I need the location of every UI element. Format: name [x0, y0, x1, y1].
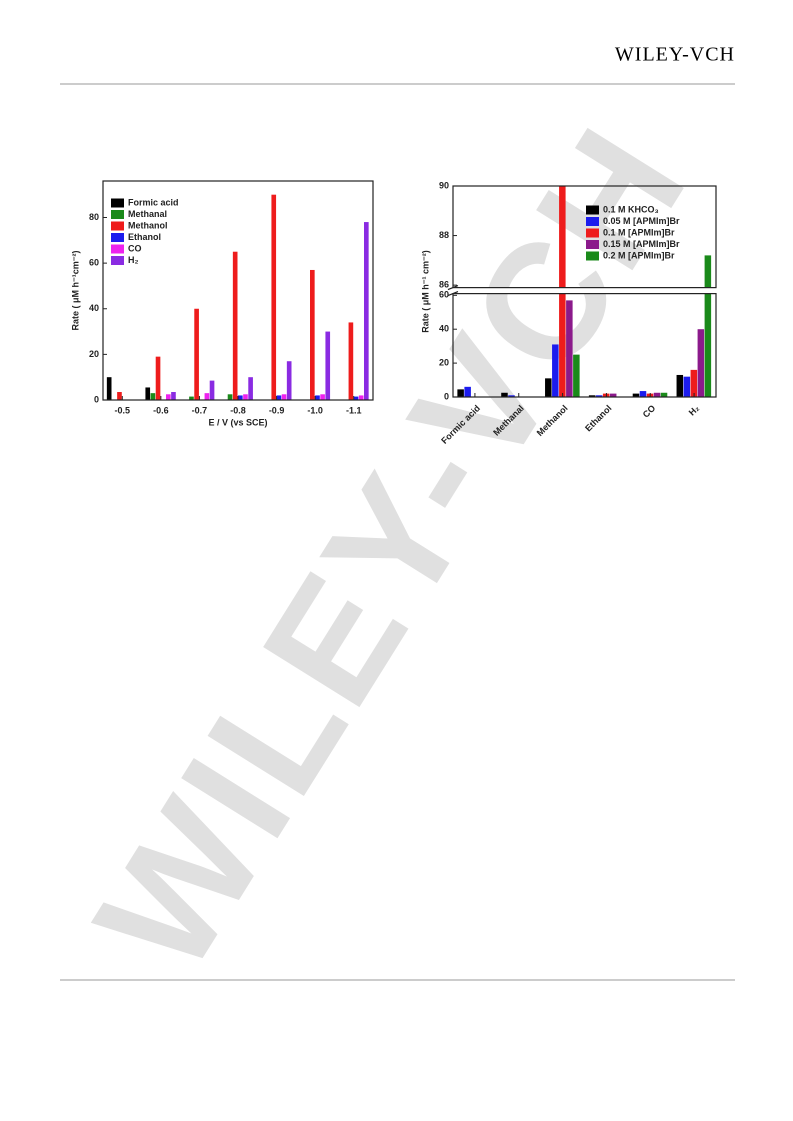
legend-swatch — [586, 205, 599, 215]
publisher: WILEY-VCH — [615, 44, 735, 66]
y-tick-label: 40 — [89, 303, 99, 313]
legend-swatch — [586, 240, 599, 249]
y-axis-label: Rate ( μM h⁻¹cm⁻²) — [70, 250, 80, 330]
bar — [573, 354, 580, 397]
y-tick-label: 80 — [89, 212, 99, 222]
bar — [238, 395, 243, 400]
bar — [660, 392, 668, 397]
bar — [325, 331, 331, 400]
bar — [286, 361, 292, 400]
bar — [232, 251, 238, 400]
bar — [209, 380, 215, 400]
plot-frame — [452, 293, 717, 398]
legend-label: Ethanol — [128, 232, 161, 242]
bar — [310, 269, 315, 400]
bar — [464, 386, 471, 397]
y-tick-label: 88 — [439, 230, 449, 240]
bar — [632, 393, 640, 397]
bar — [243, 394, 248, 400]
bar — [320, 394, 325, 400]
legend-swatch — [111, 198, 124, 208]
bar — [171, 392, 176, 400]
y-tick-label: 60 — [439, 290, 449, 300]
bar — [145, 387, 151, 400]
bar — [106, 377, 112, 400]
legend-swatch — [586, 228, 599, 238]
y-tick-label: 0 — [94, 394, 99, 404]
bar — [609, 393, 617, 397]
bar — [358, 395, 364, 400]
legend-label: 0.1 M [APMIm]Br — [603, 227, 675, 237]
legend-swatch — [111, 233, 124, 242]
bar — [697, 329, 705, 397]
x-tick-label: -1.0 — [307, 405, 323, 415]
legend-label: Methanal — [128, 209, 167, 219]
y-tick-label: 0 — [444, 391, 449, 401]
x-tick-label: -0.9 — [269, 405, 285, 415]
bar — [189, 396, 194, 400]
legend-label: H₂ — [128, 255, 139, 265]
x-tick-label: -0.8 — [230, 405, 246, 415]
x-axis-label: E / V (vs SCE) — [208, 417, 267, 427]
legend-label: 0.05 M [APMIm]Br — [603, 216, 680, 226]
bar — [276, 395, 282, 400]
x-tick-label: CO — [641, 403, 658, 420]
bar — [552, 344, 559, 397]
x-tick-label: -0.5 — [115, 405, 131, 415]
y-tick-label: 40 — [439, 324, 449, 334]
legend-swatch — [111, 221, 124, 231]
legend-label: Methanol — [128, 220, 168, 230]
bar — [501, 392, 508, 397]
bar — [150, 393, 156, 400]
bar — [204, 393, 210, 400]
y-tick-label: 86 — [439, 280, 449, 290]
bar — [457, 389, 464, 397]
legend-label: CO — [128, 243, 142, 253]
legend-label: 0.1 M KHCO₃ — [603, 204, 659, 214]
y-axis-label: Rate ( μM h⁻¹ cm⁻²) — [420, 250, 430, 333]
x-tick-label: H₂ — [687, 403, 701, 417]
bar — [364, 222, 369, 400]
bar — [704, 255, 712, 397]
bar — [166, 394, 171, 400]
legend-label: 0.15 M [APMIm]Br — [603, 239, 680, 249]
axis-break-gap — [447, 287, 722, 294]
x-tick-label: -0.6 — [153, 405, 169, 415]
legend-swatch — [111, 256, 124, 265]
y-tick-label: 20 — [89, 349, 99, 359]
y-tick-label: 20 — [439, 357, 449, 367]
bar — [227, 394, 233, 400]
bar — [595, 395, 603, 397]
bar — [639, 391, 647, 397]
x-tick-label: -1.1 — [346, 405, 362, 415]
bar — [348, 322, 354, 400]
bar — [271, 194, 277, 400]
plot-frame — [452, 185, 717, 289]
bar — [690, 369, 698, 397]
bar — [545, 378, 552, 397]
bar — [315, 395, 320, 400]
bar — [588, 395, 596, 397]
bar — [353, 396, 359, 400]
legend-swatch — [586, 217, 599, 226]
y-tick-label: 90 — [439, 180, 449, 190]
bar — [194, 308, 199, 400]
bar — [676, 374, 684, 397]
bar — [117, 392, 122, 400]
x-tick-label: -0.7 — [192, 405, 208, 415]
bar — [281, 394, 287, 400]
legend-label: Formic acid — [128, 197, 179, 207]
legend-swatch — [586, 251, 599, 261]
bar — [566, 300, 573, 397]
legend-swatch — [111, 244, 124, 254]
y-tick-label: 60 — [89, 258, 99, 268]
bar — [653, 392, 661, 397]
legend-label: 0.2 M [APMIm]Br — [603, 250, 675, 260]
bar — [683, 376, 691, 397]
bar — [508, 395, 515, 397]
legend-swatch — [111, 210, 124, 219]
bar — [155, 356, 161, 400]
bar — [248, 377, 253, 400]
